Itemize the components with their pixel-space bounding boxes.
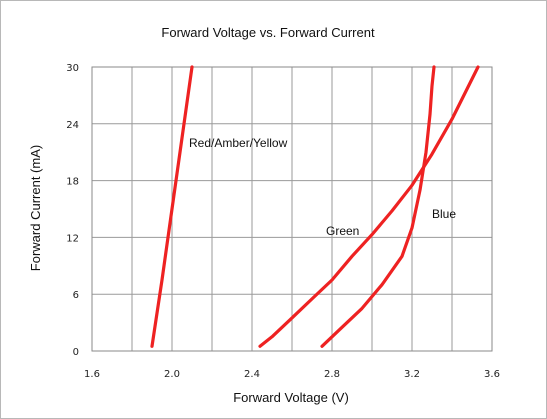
series-label-red-amber-yellow: Red/Amber/Yellow [189,136,288,150]
x-axis-title: Forward Voltage (V) [233,390,349,405]
x-tick-label: 2.4 [244,369,260,380]
y-tick-label: 18 [66,177,79,188]
series-line-red-amber-yellow [150,65,194,348]
x-tick-label: 2.8 [324,369,340,380]
x-tick-label: 1.6 [84,369,100,380]
chart-title: Forward Voltage vs. Forward Current [161,25,375,40]
plot-area [91,66,493,352]
y-tick-label: 24 [66,120,79,131]
y-tick-label: 0 [73,347,79,358]
y-tick-label: 6 [73,290,79,301]
x-tick-label: 2.0 [164,369,180,380]
y-axis-title: Forward Current (mA) [28,145,43,271]
y-tick-label: 12 [66,233,79,244]
x-axis: 1.6 2.0 2.4 2.8 3.2 3.6 [84,369,500,380]
y-axis: 0 6 12 18 24 30 [66,63,79,358]
x-tick-label: 3.6 [484,369,500,380]
series-line-green [258,65,480,348]
x-tick-label: 3.2 [404,369,420,380]
series-lines [150,65,480,348]
y-tick-label: 30 [66,63,79,74]
series-label-green: Green [326,224,359,238]
series-label-blue: Blue [432,207,456,221]
series-line-blue [320,65,436,348]
